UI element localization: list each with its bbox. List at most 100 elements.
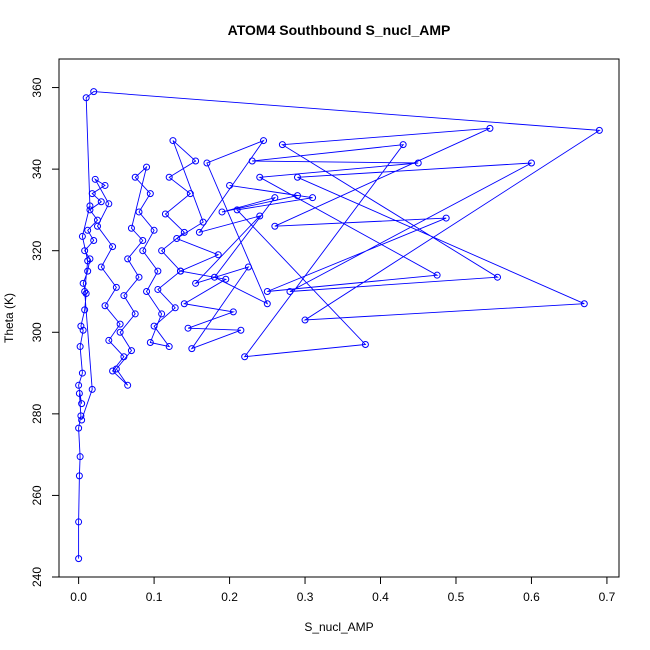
- data-point: [226, 181, 234, 189]
- data-point: [278, 141, 286, 149]
- data-point: [195, 228, 203, 236]
- data-point: [256, 173, 264, 181]
- series-layer: [75, 88, 603, 563]
- data-point: [101, 181, 109, 189]
- data-point: [414, 159, 422, 167]
- data-point: [154, 285, 162, 293]
- data-point: [135, 273, 143, 281]
- data-point: [88, 190, 96, 198]
- data-point: [77, 322, 85, 330]
- data-point: [150, 226, 158, 234]
- x-tick-label: 0.3: [297, 590, 314, 604]
- data-point: [82, 290, 90, 298]
- data-point: [77, 412, 85, 420]
- data-point: [109, 367, 117, 375]
- data-point: [78, 416, 86, 424]
- data-point: [184, 324, 192, 332]
- data-point: [97, 198, 105, 206]
- data-point: [112, 283, 120, 291]
- data-point: [263, 300, 271, 308]
- x-tick-label: 0.1: [146, 590, 163, 604]
- data-point: [203, 159, 211, 167]
- data-point: [241, 353, 249, 361]
- data-point: [75, 555, 83, 563]
- data-point: [120, 292, 128, 300]
- y-axis: 240 260 280 300 320 340 360: [30, 77, 60, 587]
- data-point: [75, 389, 83, 397]
- data-point: [161, 210, 169, 218]
- data-point: [78, 232, 86, 240]
- data-point: [84, 267, 92, 275]
- x-tick-label: 0.0: [70, 590, 87, 604]
- data-point: [286, 287, 294, 295]
- data-point: [120, 353, 128, 361]
- x-tick-label: 0.5: [448, 590, 465, 604]
- data-point: [180, 300, 188, 308]
- data-point: [93, 222, 101, 230]
- y-tick-label: 280: [30, 404, 44, 424]
- data-point: [580, 300, 588, 308]
- data-point: [150, 322, 158, 330]
- data-point: [79, 326, 87, 334]
- data-point: [229, 308, 237, 316]
- data-point: [143, 163, 151, 171]
- data-point: [90, 88, 98, 96]
- data-point: [192, 279, 200, 287]
- data-point: [116, 320, 124, 328]
- data-point: [81, 306, 89, 314]
- data-point: [169, 137, 177, 145]
- data-point: [214, 251, 222, 259]
- data-point: [105, 200, 113, 208]
- data-point: [361, 341, 369, 349]
- y-tick-label: 320: [30, 240, 44, 260]
- data-point: [165, 173, 173, 181]
- data-point: [105, 336, 113, 344]
- data-point: [222, 275, 230, 283]
- data-point: [88, 385, 96, 393]
- data-point: [131, 310, 139, 318]
- data-point: [433, 271, 441, 279]
- data-point: [233, 206, 241, 214]
- x-tick-label: 0.4: [372, 590, 389, 604]
- x-axis-label: S_nucl_AMP: [304, 620, 373, 634]
- data-point: [399, 141, 407, 149]
- data-point: [75, 424, 83, 432]
- data-point: [75, 381, 83, 389]
- data-point: [146, 338, 154, 346]
- data-point: [143, 287, 151, 295]
- data-point: [218, 208, 226, 216]
- y-tick-label: 240: [30, 567, 44, 587]
- x-axis: 0.0 0.1 0.2 0.3 0.4 0.5 0.6 0.7: [70, 576, 616, 604]
- data-point: [127, 347, 135, 355]
- data-point: [127, 224, 135, 232]
- data-point: [76, 453, 84, 461]
- data-point: [186, 190, 194, 198]
- data-point: [256, 212, 264, 220]
- data-point: [139, 247, 147, 255]
- data-point: [124, 381, 132, 389]
- data-point: [82, 94, 90, 102]
- data-point: [486, 124, 494, 132]
- data-point: [309, 194, 317, 202]
- data-point: [271, 222, 279, 230]
- data-point: [139, 237, 147, 245]
- data-point: [210, 273, 218, 281]
- data-point: [293, 192, 301, 200]
- data-point: [248, 157, 256, 165]
- data-point: [188, 345, 196, 353]
- data-point: [493, 273, 501, 281]
- data-point: [78, 369, 86, 377]
- data-point: [244, 263, 252, 271]
- data-point: [177, 267, 185, 275]
- x-tick-label: 0.2: [221, 590, 238, 604]
- chart-title: ATOM4 Southbound S_nucl_AMP: [228, 22, 451, 38]
- data-point: [171, 304, 179, 312]
- data-point: [158, 310, 166, 318]
- data-point: [237, 326, 245, 334]
- data-point: [76, 343, 84, 351]
- data-point: [527, 159, 535, 167]
- data-point: [86, 202, 94, 210]
- y-axis-label: Theta (K): [2, 293, 16, 343]
- y-tick-label: 360: [30, 77, 44, 97]
